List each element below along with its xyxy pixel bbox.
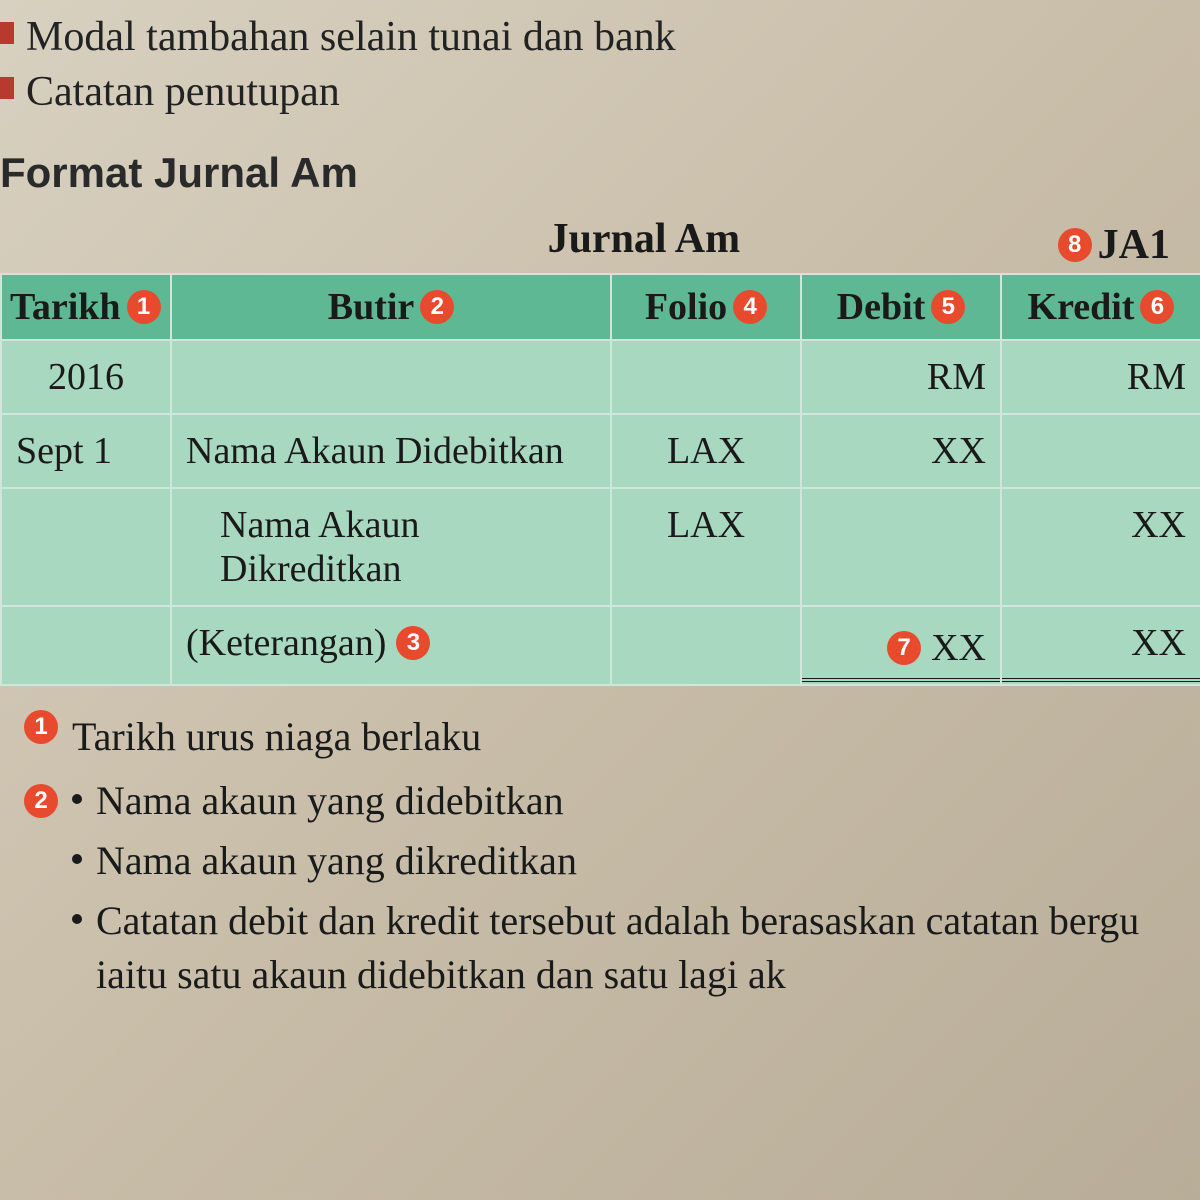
table-row: Sept 1 Nama Akaun Didebitkan LAX XX: [1, 414, 1200, 488]
note-1: 1 Tarikh urus niaga berlaku: [24, 710, 1166, 764]
cell-butir: Nama Akaun Didebitkan: [171, 414, 611, 488]
th-butir-label: Butir: [328, 285, 415, 329]
note-2: 2 Nama akaun yang didebitkan Nama akaun …: [24, 774, 1166, 1008]
badge-2: 2: [24, 784, 58, 818]
badge-3: 3: [396, 626, 430, 660]
cell-debit: RM: [801, 340, 1001, 414]
th-kredit-label: Kredit: [1028, 285, 1135, 329]
cell-debit: XX: [801, 414, 1001, 488]
cell-tarikh: [1, 488, 171, 606]
cell-kredit: RM: [1001, 340, 1200, 414]
cell-tarikh: Sept 1: [1, 414, 171, 488]
bullet-dot-icon: [72, 914, 82, 924]
cell-debit-text: XX: [931, 626, 986, 670]
cell-butir-text: Nama Akaun Dikreditkan: [186, 503, 596, 591]
intro-bullet-1-text: Modal tambahan selain tunai dan bank: [26, 10, 676, 65]
cell-butir: (Keterangan) 3: [171, 606, 611, 685]
cell-folio: LAX: [611, 414, 801, 488]
cell-debit: [801, 488, 1001, 606]
table-reference: 8 JA1: [1058, 221, 1170, 269]
table-row-totals: (Keterangan) 3 7 XX XX: [1, 606, 1200, 685]
table-row: Nama Akaun Dikreditkan LAX XX: [1, 488, 1200, 606]
note-2-item-text: Nama akaun yang dikreditkan: [96, 834, 577, 888]
intro-bullet-2-text: Catatan penutupan: [26, 65, 340, 120]
cell-tarikh: 2016: [1, 340, 171, 414]
cell-butir: Nama Akaun Dikreditkan: [171, 488, 611, 606]
th-folio-label: Folio: [645, 285, 727, 329]
table-title: Jurnal Am: [230, 215, 1058, 263]
badge-4: 4: [733, 290, 767, 324]
table-reference-text: JA1: [1098, 221, 1170, 269]
badge-6: 6: [1140, 290, 1174, 324]
jurnal-am-table: Tarikh 1 Butir 2 Folio 4: [0, 273, 1200, 686]
cell-butir-text: (Keterangan): [186, 621, 386, 665]
cell-butir: [171, 340, 611, 414]
th-tarikh-label: Tarikh: [10, 285, 121, 329]
badge-1: 1: [127, 290, 161, 324]
cell-debit-total: 7 XX: [801, 606, 1001, 685]
cell-kredit-total: XX: [1001, 606, 1200, 685]
note-2-item-text: Catatan debit dan kredit tersebut adalah…: [96, 894, 1166, 1002]
bullet-square-icon: [0, 22, 14, 44]
cell-folio: [611, 606, 801, 685]
cell-kredit: [1001, 414, 1200, 488]
table-header-row: Tarikh 1 Butir 2 Folio 4: [1, 274, 1200, 340]
th-butir: Butir 2: [171, 274, 611, 340]
table-row: 2016 RM RM: [1, 340, 1200, 414]
bullet-dot-icon: [72, 794, 82, 804]
page: Modal tambahan selain tunai dan bank Cat…: [0, 0, 1200, 1008]
section-heading: Format Jurnal Am: [0, 149, 1180, 197]
notes-section: 1 Tarikh urus niaga berlaku 2 Nama akaun…: [0, 710, 1180, 1008]
th-debit: Debit 5: [801, 274, 1001, 340]
badge-1: 1: [24, 710, 58, 744]
note-2-item-text: Nama akaun yang didebitkan: [96, 774, 564, 828]
cell-folio: [611, 340, 801, 414]
cell-tarikh: [1, 606, 171, 685]
badge-5: 5: [931, 290, 965, 324]
note-2-item: Nama akaun yang dikreditkan: [72, 834, 1166, 888]
cell-folio: LAX: [611, 488, 801, 606]
badge-2: 2: [420, 290, 454, 324]
badge-8: 8: [1058, 228, 1092, 262]
bullet-square-icon: [0, 77, 14, 99]
note-2-item: Catatan debit dan kredit tersebut adalah…: [72, 894, 1166, 1002]
th-kredit: Kredit 6: [1001, 274, 1200, 340]
note-2-item: Nama akaun yang didebitkan: [72, 774, 1166, 828]
cell-kredit: XX: [1001, 488, 1200, 606]
badge-7: 7: [887, 631, 921, 665]
bullet-dot-icon: [72, 854, 82, 864]
th-tarikh: Tarikh 1: [1, 274, 171, 340]
note-1-text: Tarikh urus niaga berlaku: [72, 710, 481, 764]
table-title-row: Jurnal Am 8 JA1: [10, 215, 1170, 269]
intro-bullet-1: Modal tambahan selain tunai dan bank: [0, 10, 1180, 65]
intro-bullet-2: Catatan penutupan: [0, 65, 1180, 120]
th-debit-label: Debit: [837, 285, 926, 329]
th-folio: Folio 4: [611, 274, 801, 340]
